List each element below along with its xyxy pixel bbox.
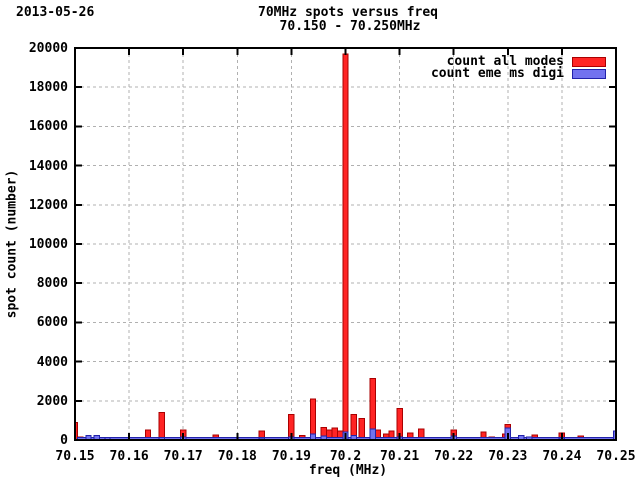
legend-entry-eme-ms-digi: count eme ms digi [431, 66, 606, 81]
legend-label-eme-ms-digi: count eme ms digi [430, 66, 564, 81]
bars-layer [75, 53, 616, 440]
plot-border [74, 47, 617, 441]
bar-all-modes [407, 432, 414, 440]
legend-swatch-1 [572, 68, 606, 79]
x-tick-label: 70.15 [55, 449, 95, 464]
series-0 [75, 53, 585, 440]
bar-all-modes [358, 417, 365, 440]
bar-all-modes [480, 431, 487, 440]
y-tick-label: 4000 [36, 354, 68, 370]
y-tick-label: 20000 [28, 41, 68, 56]
bar-all-modes [75, 421, 79, 440]
x-tick-label: 70.25 [596, 449, 636, 464]
bar-all-modes [369, 377, 376, 440]
x-tick-label: 70.18 [217, 449, 257, 464]
bar-all-modes [158, 412, 165, 440]
legend-swatch-0 [572, 56, 606, 67]
bar-all-modes [342, 53, 349, 440]
legend-entry-all-modes: count all modes [447, 54, 606, 69]
y-tick-label: 16000 [28, 119, 68, 135]
bar-all-modes [144, 429, 152, 440]
x-tick-label: 70.22 [434, 449, 474, 464]
x-tick-label: 70.16 [109, 449, 149, 464]
y-tick-label: 14000 [28, 158, 68, 174]
x-tick-label: 70.19 [271, 449, 311, 464]
y-tick-label: 18000 [28, 80, 68, 96]
y-tick-label: 0 [60, 433, 68, 448]
bar-all-modes [396, 408, 403, 440]
x-tick-label: 70.23 [488, 449, 528, 464]
chart-title: 70MHz spots versus freq [257, 5, 439, 20]
x-tick-label: 70.2 [329, 449, 362, 464]
x-tick-label: 70.21 [380, 449, 420, 464]
y-tick-label: 2000 [36, 393, 68, 409]
y-tick-label: 8000 [36, 276, 68, 292]
y-tick-label: 12000 [28, 197, 68, 213]
bar-eme-ms-digi [158, 436, 165, 440]
y-tick-label: 10000 [28, 237, 68, 252]
bar-eme-ms-digi [369, 428, 376, 440]
x-tick-label: 70.24 [542, 449, 582, 464]
chart-subtitle: 70.150 - 70.250MHz [279, 19, 421, 34]
date-label: 2013-05-26 [16, 5, 95, 20]
x-axis-label: freq (MHz) [308, 463, 388, 478]
x-tick-label: 70.17 [163, 449, 203, 464]
y-tick-label: 6000 [36, 315, 68, 331]
bar-all-modes [418, 428, 425, 440]
legend-label-all-modes: count all modes [446, 54, 564, 69]
